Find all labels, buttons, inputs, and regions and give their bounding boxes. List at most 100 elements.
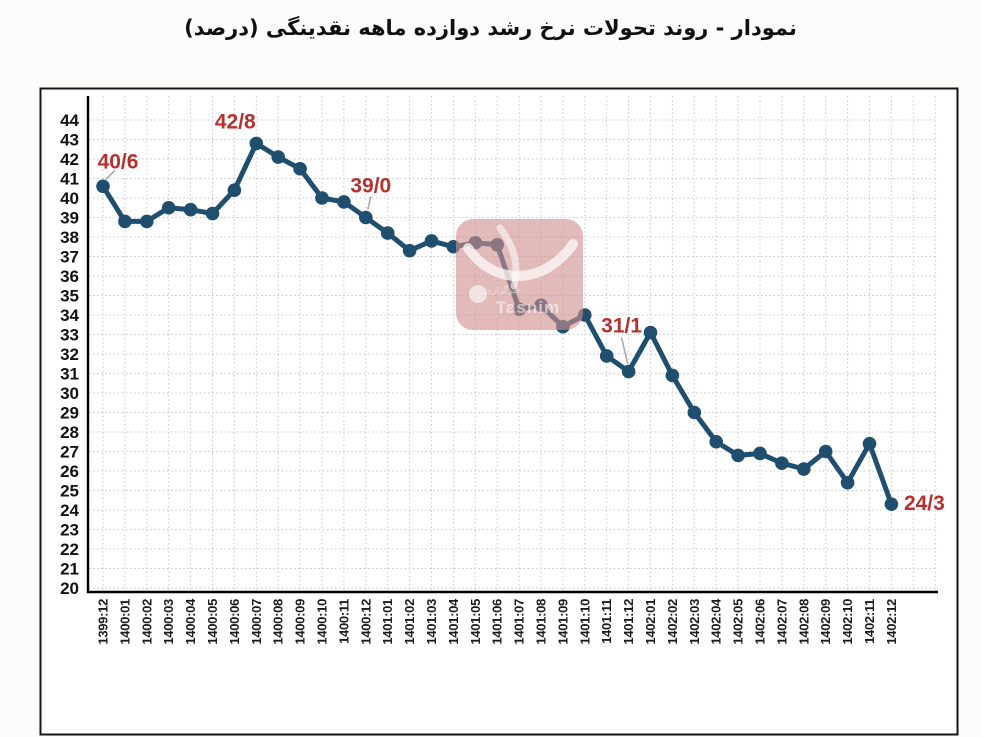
x-tick-label: 1400:06 — [227, 599, 242, 645]
annotation-label: 24/3 — [904, 492, 945, 515]
annotation-leader-line — [105, 169, 116, 180]
y-tick-label: 20 — [60, 579, 79, 598]
data-point — [249, 136, 264, 151]
annotation-label: 42/8 — [215, 110, 256, 133]
y-tick-label: 41 — [60, 170, 79, 189]
y-tick-label: 34 — [60, 306, 79, 325]
tasnim-watermark-logo: خبرگزاری Tasnim — [456, 219, 583, 330]
y-tick-label: 35 — [60, 287, 79, 306]
data-point — [775, 456, 789, 471]
watermark-latin-text: Tasnim — [496, 298, 560, 317]
y-tick-label: 42 — [60, 150, 79, 169]
annotation-label: 39/0 — [350, 175, 391, 198]
watermark-persian-text: خبرگزاری — [485, 284, 521, 296]
data-point — [862, 436, 877, 451]
data-point — [402, 243, 417, 258]
x-tick-label: 1401:11 — [599, 599, 614, 644]
data-point — [709, 434, 723, 449]
data-point — [753, 446, 767, 461]
annotation-label: 31/1 — [601, 315, 642, 338]
y-tick-label: 25 — [60, 482, 79, 501]
x-tick-label: 1402:07 — [774, 599, 789, 645]
annotation-leader-line — [620, 337, 629, 364]
x-tick-label: 1402:06 — [753, 599, 768, 645]
gridlines — [89, 96, 938, 592]
data-point — [183, 202, 198, 217]
data-point — [621, 364, 636, 379]
y-tick-label: 27 — [60, 443, 79, 462]
data-point — [293, 161, 307, 176]
x-tick-label: 1402:08 — [796, 599, 811, 645]
x-tick-label: 1401:09 — [555, 599, 570, 645]
x-tick-label: 1401:06 — [490, 599, 505, 645]
data-point — [731, 448, 745, 463]
data-point — [118, 214, 132, 229]
x-tick-label: 1401:10 — [577, 599, 592, 645]
data-point — [359, 210, 373, 225]
annotations: 40/6 42/8 39/0 31/1 24/3 — [98, 110, 945, 515]
y-tick-label: 26 — [60, 462, 79, 481]
data-point — [818, 444, 833, 459]
data-point — [337, 195, 351, 209]
x-tick-label: 1402:01 — [643, 599, 658, 645]
annotation-leader-line — [367, 196, 372, 210]
x-tick-label: 1402:04 — [709, 598, 724, 645]
x-tick-label: 1400:05 — [205, 599, 220, 645]
x-tick-label: 1400:09 — [293, 599, 308, 645]
x-tick-label: 1401:07 — [512, 599, 527, 645]
y-axis-labels: 2021222324252627282930313233343536373839… — [60, 111, 79, 598]
x-tick-label: 1401:03 — [424, 599, 439, 645]
x-tick-label: 1400:08 — [271, 599, 286, 645]
y-tick-label: 40 — [60, 189, 79, 208]
x-tick-label: 1400:04 — [183, 598, 198, 645]
data-point — [687, 405, 702, 420]
y-tick-label: 22 — [60, 540, 79, 559]
x-tick-label: 1401:04 — [446, 598, 461, 645]
x-tick-label: 1402:12 — [884, 599, 899, 645]
data-point — [140, 214, 154, 229]
y-tick-label: 31 — [60, 365, 79, 384]
y-tick-label: 43 — [60, 131, 79, 150]
x-tick-label: 1400:11 — [336, 599, 351, 644]
x-tick-label: 1400:07 — [249, 599, 264, 645]
x-tick-label: 1400:10 — [315, 599, 330, 645]
x-tick-label: 1400:01 — [117, 599, 132, 645]
data-point — [424, 234, 439, 248]
y-tick-label: 32 — [60, 345, 79, 364]
x-tick-label: 1402:09 — [818, 599, 833, 645]
data-point — [161, 200, 176, 215]
data-point — [205, 206, 220, 221]
y-tick-label: 29 — [60, 404, 79, 423]
annotation-label: 40/6 — [98, 150, 139, 173]
chart-frame — [39, 87, 959, 736]
y-tick-label: 38 — [60, 228, 79, 247]
x-tick-label: 1401:08 — [534, 599, 549, 645]
data-point — [271, 150, 286, 164]
axis-lines — [86, 96, 938, 594]
y-tick-label: 30 — [60, 384, 79, 403]
x-axis-labels: 1399:12 1400:01 1400:02 1400:03 1400:04 1400:… — [96, 598, 899, 645]
x-tick-label: 1399:12 — [96, 599, 111, 645]
x-tick-label: 1400:02 — [139, 599, 154, 645]
x-tick-label: 1400:12 — [358, 599, 373, 645]
x-tick-label: 1401:01 — [380, 599, 395, 645]
y-tick-label: 24 — [60, 501, 79, 520]
x-tick-label: 1402:11 — [862, 599, 877, 644]
x-tick-label: 1402:03 — [687, 599, 702, 645]
data-point — [227, 183, 242, 197]
x-tick-label: 1401:02 — [402, 599, 417, 645]
chart-title: نمودار - روند تحولات نرخ رشد دوازده ماهه… — [184, 16, 797, 40]
y-tick-label: 28 — [60, 423, 79, 442]
x-tick-label: 1401:05 — [468, 599, 483, 645]
x-tick-label: 1402:05 — [731, 599, 746, 645]
y-tick-label: 36 — [60, 267, 79, 286]
data-point — [643, 325, 658, 340]
y-tick-label: 39 — [60, 209, 79, 228]
data-point — [797, 462, 811, 476]
x-tick-label: 1400:03 — [161, 599, 176, 645]
y-tick-label: 44 — [60, 111, 79, 130]
data-point — [884, 497, 899, 511]
data-point — [96, 179, 110, 194]
